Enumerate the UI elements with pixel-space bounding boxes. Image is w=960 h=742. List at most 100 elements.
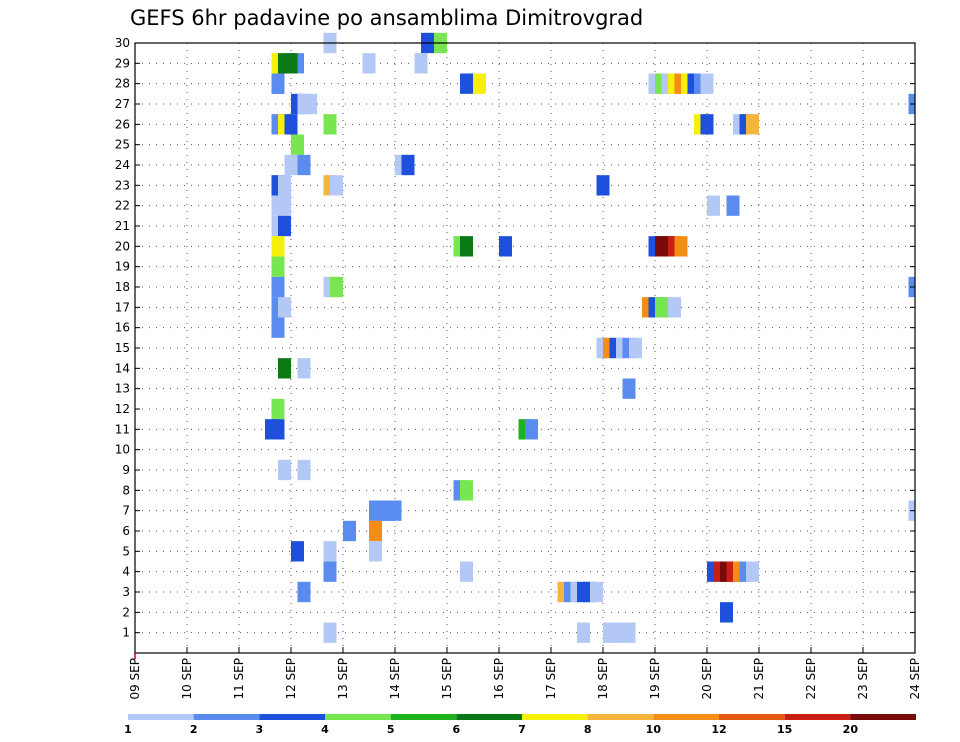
data-cell <box>330 276 343 298</box>
data-cell <box>622 378 636 399</box>
y-tick-label: 30 <box>115 36 130 50</box>
y-tick-label: 25 <box>115 138 130 152</box>
x-tick-label: 24 SEP <box>908 658 922 700</box>
data-cell <box>278 195 291 216</box>
data-cell <box>330 175 343 196</box>
x-tick-label: 21 SEP <box>752 658 766 700</box>
y-tick-label: 6 <box>122 524 130 538</box>
y-tick-label: 9 <box>122 463 130 477</box>
data-cell <box>304 93 317 115</box>
y-tick-label: 24 <box>115 158 130 172</box>
x-tick-label: 10 SEP <box>180 658 194 700</box>
colorbar-label: 10 <box>646 723 662 736</box>
y-tick-label: 23 <box>115 178 130 192</box>
colorbar-swatch <box>653 714 719 720</box>
y-tick-label: 12 <box>115 402 130 416</box>
data-cell <box>414 53 428 74</box>
colorbar-swatch <box>784 714 851 720</box>
data-cell <box>297 459 311 481</box>
colorbar-swatch <box>522 714 588 720</box>
data-cell <box>746 114 759 135</box>
data-cell <box>297 154 311 176</box>
data-cell <box>668 297 681 318</box>
x-tick-label: 17 SEP <box>544 658 558 700</box>
y-tick-label: 17 <box>115 300 130 314</box>
data-cell <box>278 297 291 318</box>
x-tick-label: 20 SEP <box>700 658 714 700</box>
x-tick-label: 18 SEP <box>596 658 610 700</box>
x-tick-label: 13 SEP <box>336 658 350 700</box>
data-cell <box>473 73 486 94</box>
data-cell <box>596 175 610 196</box>
colorbar-swatch <box>850 714 916 720</box>
data-cell <box>499 236 512 257</box>
y-tick-label: 3 <box>122 585 130 599</box>
data-cell <box>278 215 291 237</box>
data-cell <box>271 419 285 440</box>
data-cell <box>460 73 473 94</box>
colorbar-label: 15 <box>777 723 792 736</box>
data-cell <box>700 73 714 94</box>
data-cell <box>271 398 285 420</box>
colorbar-label: 12 <box>711 723 726 736</box>
colorbar-swatch <box>587 714 654 720</box>
x-axis-ticks: 09 SEP 10 SEP 11 SEP 12 SEP 13 SEP 14 SEP 15 S… <box>128 647 922 700</box>
data-cell <box>284 114 298 135</box>
y-tick-label: 2 <box>122 605 130 619</box>
data-cell <box>700 114 714 135</box>
colorbar-label: 5 <box>387 723 395 736</box>
x-tick-label: 12 SEP <box>284 658 298 700</box>
colorbar-label: 20 <box>843 723 859 736</box>
data-cell <box>525 419 538 440</box>
colorbar-swatch <box>456 714 522 720</box>
colorbar-label: 6 <box>453 723 461 736</box>
y-tick-label: 28 <box>115 77 130 91</box>
data-cell <box>297 581 311 603</box>
y-tick-label: 19 <box>115 260 130 274</box>
data-cell <box>674 236 688 257</box>
data-cell <box>362 53 376 74</box>
colorbar-label: 1 <box>124 723 132 736</box>
data-cells <box>265 32 915 643</box>
data-cell <box>271 73 285 94</box>
data-cell <box>460 561 473 582</box>
data-cell <box>278 459 291 481</box>
y-tick-label: 4 <box>122 565 130 579</box>
data-cell <box>343 520 356 542</box>
data-cell <box>271 317 285 338</box>
x-tick-label: 14 SEP <box>388 658 402 700</box>
colorbar-label: 8 <box>584 723 592 736</box>
data-cell <box>271 276 285 298</box>
x-tick-label: 19 SEP <box>648 658 662 700</box>
y-tick-label: 29 <box>115 56 130 70</box>
data-cell <box>460 480 473 501</box>
y-tick-label: 13 <box>115 382 130 396</box>
colorbar-swatch <box>259 714 325 720</box>
colorbar-swatch <box>390 714 457 720</box>
data-cell <box>707 195 720 216</box>
data-cell <box>629 337 642 359</box>
chart-title: GEFS 6hr padavine po ansamblima Dimitrov… <box>130 6 643 30</box>
data-cell <box>603 622 616 643</box>
data-cell <box>284 154 298 176</box>
y-tick-label: 16 <box>115 321 130 335</box>
data-cell <box>323 541 337 562</box>
colorbar-swatch <box>719 714 785 720</box>
y-tick-label: 18 <box>115 280 130 294</box>
colorbar-label: 7 <box>518 723 526 736</box>
y-tick-label: 10 <box>115 443 130 457</box>
x-tick-label: 15 SEP <box>440 658 454 700</box>
y-tick-label: 21 <box>115 219 130 233</box>
y-tick-label: 1 <box>122 626 130 640</box>
y-axis-ticks: 1234567891011121314151617181920212223242… <box>115 36 915 640</box>
y-tick-label: 14 <box>115 361 130 375</box>
colorbar-label: 3 <box>256 723 264 736</box>
data-cell <box>291 134 304 155</box>
data-cell <box>323 114 337 135</box>
data-cell <box>297 358 311 379</box>
y-tick-label: 7 <box>122 504 130 518</box>
grid <box>135 43 915 653</box>
data-cell <box>291 541 304 562</box>
x-tick-label: 16 SEP <box>492 658 506 700</box>
